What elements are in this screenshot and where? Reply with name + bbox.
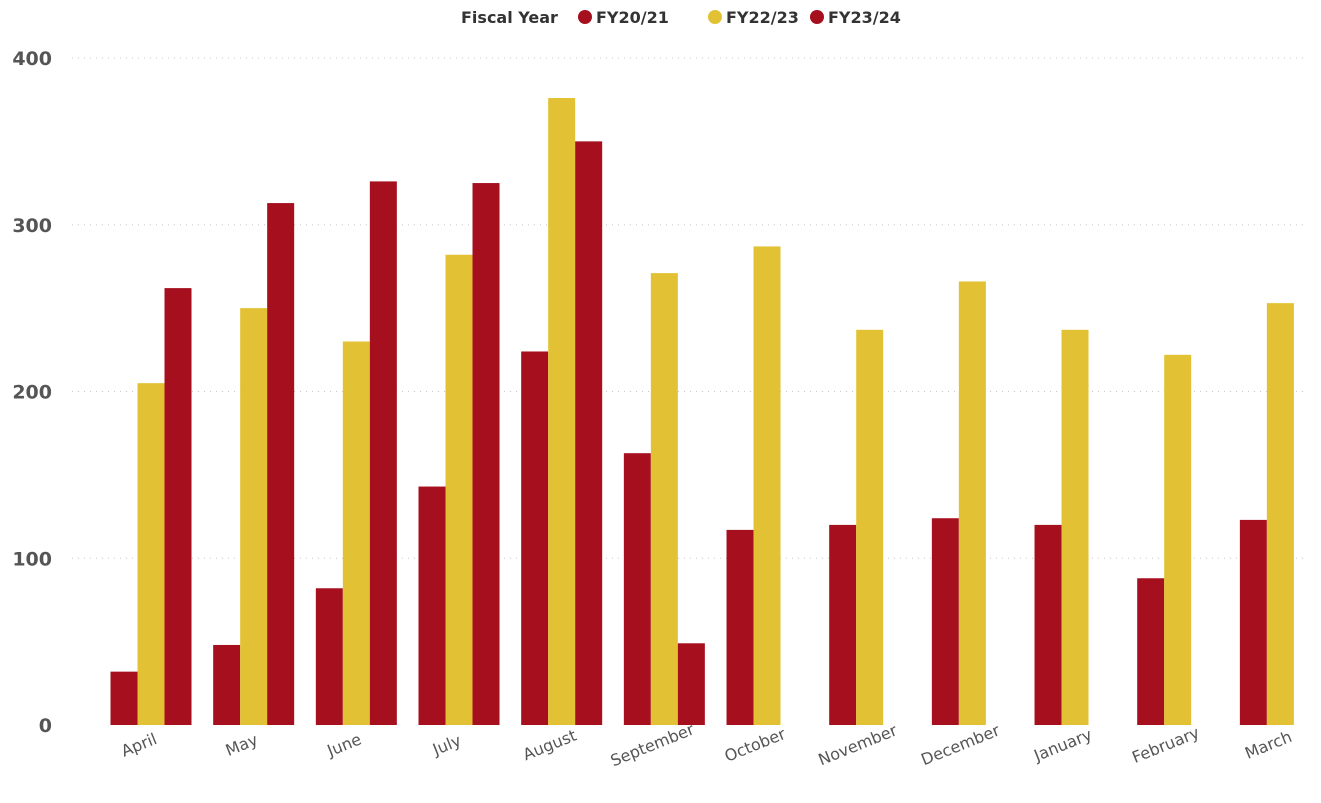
bar-fy20-21-january[interactable] [1035,525,1062,725]
bar-fy20-21-september[interactable] [624,453,651,725]
bar-fy20-21-november[interactable] [829,525,856,725]
bar-fy23-24-june[interactable] [370,181,397,725]
bar-fy22-23-january[interactable] [1062,330,1089,725]
x-tick-label: October [722,724,789,766]
bar-fy23-24-september[interactable] [678,643,705,725]
x-tick-label: September [608,719,698,770]
bar-fy20-21-march[interactable] [1240,520,1267,725]
x-tick-label: February [1129,723,1202,767]
bar-fy22-23-september[interactable] [651,273,678,725]
bar-fy20-21-december[interactable] [932,518,959,725]
x-tick-label: June [324,730,364,761]
y-tick-label: 300 [12,215,52,237]
y-axis: 0 100 200 300 400 [12,48,52,737]
bar-fy22-23-march[interactable] [1267,303,1294,725]
bar-fy23-24-august[interactable] [575,141,602,725]
bar-fy20-21-july[interactable] [419,487,446,725]
bar-fy22-23-july[interactable] [446,255,473,725]
y-tick-label: 400 [12,48,52,70]
bar-fy23-24-april[interactable] [165,288,192,725]
bar-fy22-23-november[interactable] [856,330,883,725]
legend-marker-fy20-21 [578,10,592,24]
bar-fy20-21-april[interactable] [111,672,138,725]
legend-item-fy20-21[interactable]: FY20/21 [596,8,669,27]
bars [111,98,1294,725]
x-tick-label: November [815,720,900,769]
x-tick-label: April [118,729,159,760]
x-tick-label: December [918,720,1002,769]
y-tick-label: 0 [39,715,52,737]
x-tick-label: January [1030,725,1094,766]
bar-fy22-23-april[interactable] [138,383,165,725]
x-tick-label: July [429,731,464,760]
bar-fy20-21-may[interactable] [213,645,240,725]
x-tick-label: May [223,730,261,760]
x-axis: April May June July August September October No… [118,719,1294,770]
y-tick-label: 100 [12,548,52,570]
legend-marker-fy23-24 [810,10,824,24]
bar-fy20-21-october[interactable] [727,530,754,725]
x-tick-label: August [520,726,579,765]
bar-fy22-23-august[interactable] [548,98,575,725]
bar-fy22-23-february[interactable] [1164,355,1191,725]
bar-fy20-21-february[interactable] [1137,578,1164,725]
bar-fy22-23-october[interactable] [754,246,781,725]
bar-fy22-23-june[interactable] [343,341,370,725]
bar-fy23-24-may[interactable] [267,203,294,725]
bar-fy20-21-august[interactable] [521,351,548,725]
legend: Fiscal Year FY20/21 FY22/23 FY23/24 [461,8,901,27]
legend-title: Fiscal Year [461,8,558,27]
bar-fy20-21-june[interactable] [316,588,343,725]
bar-fy22-23-december[interactable] [959,281,986,725]
y-tick-label: 200 [12,382,52,404]
legend-item-fy22-23[interactable]: FY22/23 [726,8,799,27]
x-tick-label: March [1242,727,1294,763]
bar-fy22-23-may[interactable] [240,308,267,725]
bar-fy23-24-july[interactable] [473,183,500,725]
legend-marker-fy22-23 [708,10,722,24]
legend-item-fy23-24[interactable]: FY23/24 [828,8,901,27]
